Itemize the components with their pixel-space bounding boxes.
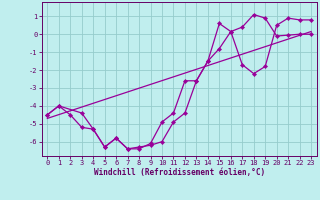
X-axis label: Windchill (Refroidissement éolien,°C): Windchill (Refroidissement éolien,°C) [94, 168, 265, 177]
